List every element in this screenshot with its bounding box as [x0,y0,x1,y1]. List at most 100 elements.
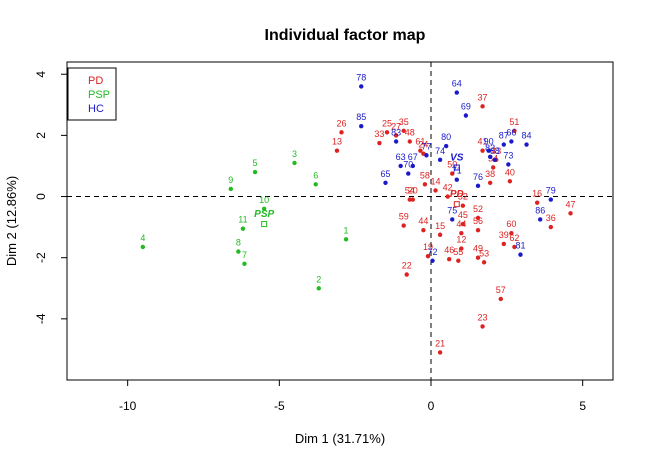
point-label-hc: 86 [535,205,545,215]
point-label-hc: 83 [391,128,401,138]
point-label-pd: 60 [506,219,516,229]
point-pd [425,253,431,259]
point-label-pd: 44 [418,216,428,226]
point-pd [480,148,485,153]
y-tick-label: 4 [34,71,48,78]
y-tick-label: -2 [34,252,48,263]
point-pd [475,215,481,221]
point-pd [460,203,466,208]
point-label-pd: 39 [499,230,509,240]
point-hc [359,84,364,89]
point-label-pd: 49 [473,244,483,254]
data-points: 1320212223242526273233353637383940414344… [140,72,576,355]
point-label-psp: 5 [253,158,258,168]
point-pd [512,128,517,133]
point-psp [140,244,146,250]
point-psp [316,286,321,291]
point-label-pd: 20 [408,186,418,196]
point-hc [501,142,506,147]
point-label-pd: 51 [509,117,519,127]
point-label-hc: 81 [515,241,525,251]
point-pd [393,133,399,138]
point-hc [524,142,529,147]
point-label-pd: 24 [418,140,428,150]
x-tick-label: -10 [119,399,137,413]
point-label-pd: 56 [473,216,483,226]
point-pd [401,128,406,133]
point-pd [450,171,455,176]
point-label-pd: 14 [431,176,441,186]
point-label-pd: 36 [546,213,556,223]
point-label-hc: 67 [408,152,418,162]
legend: PD PSP HC [67,67,117,121]
point-hc [475,183,481,189]
point-label-hc: 63 [396,152,406,162]
x-tick-label: 0 [428,399,435,413]
centroid-marker [261,221,268,228]
point-hc [486,148,491,153]
x-tick-label: -5 [274,399,285,413]
point-pd [334,148,340,153]
x-axis: -10 -5 0 5 [119,380,586,413]
point-hc [359,124,364,129]
legend-box [67,67,117,121]
point-label-pd: 35 [399,117,409,127]
point-pd [456,258,461,263]
point-label-hc: 90 [484,137,494,147]
point-pd [437,350,443,355]
plot-area-frame [66,61,614,381]
point-label-pd: 48 [405,128,415,138]
point-label-pd: 57 [496,285,506,295]
point-pd [410,197,415,202]
point-pd [490,165,496,170]
point-label-pd: 58 [420,170,430,180]
y-axis-label: Dim 2 (12.86%) [4,176,19,266]
point-pd [512,244,517,250]
point-hc [383,180,388,185]
point-pd [459,246,464,251]
point-hc [430,258,435,263]
point-pd [480,104,485,109]
point-pd [418,148,423,153]
point-pd [377,140,382,146]
point-pd [459,231,464,236]
point-pd [433,188,438,193]
point-label-hc: 66 [506,128,516,138]
point-pd [487,180,493,185]
point-label-pd: 23 [478,312,488,322]
point-psp [261,206,267,211]
legend-entry: HC [88,103,104,115]
point-label-hc: 85 [356,112,366,122]
y-tick-label: 2 [34,132,48,139]
centroid-label: PD [450,189,464,200]
point-hc [424,153,429,158]
point-label-hc: 73 [503,150,513,160]
point-label-pd: 40 [505,167,515,177]
centroid-marker [453,201,460,208]
point-label-pd: 33 [374,129,384,139]
point-label-pd: 15 [435,221,445,231]
point-label-hc: 72 [428,247,438,257]
point-label-pd: 27 [391,121,401,131]
point-hc [454,177,459,182]
point-label-hc: 69 [461,102,471,112]
point-pd [568,211,573,216]
point-label-hc: 65 [380,169,390,179]
point-hc [437,157,443,163]
legend-entry: PD [88,75,103,87]
point-label-pd: 41 [478,137,488,147]
point-label-pd: 62 [509,233,519,243]
point-label-pd: 61 [415,137,425,147]
point-label-hc: 74 [435,146,445,156]
point-pd [437,232,443,237]
point-label-hc: 82 [485,143,495,153]
point-label-pd: 53 [479,248,489,258]
point-pd [480,324,485,329]
point-psp [240,226,246,231]
point-label-hc: 79 [546,186,556,196]
point-label-pd: 12 [456,235,466,245]
point-pd [404,272,409,277]
point-label-pd: 16 [532,189,542,199]
point-label-psp: 2 [316,274,321,284]
point-hc [406,171,411,176]
